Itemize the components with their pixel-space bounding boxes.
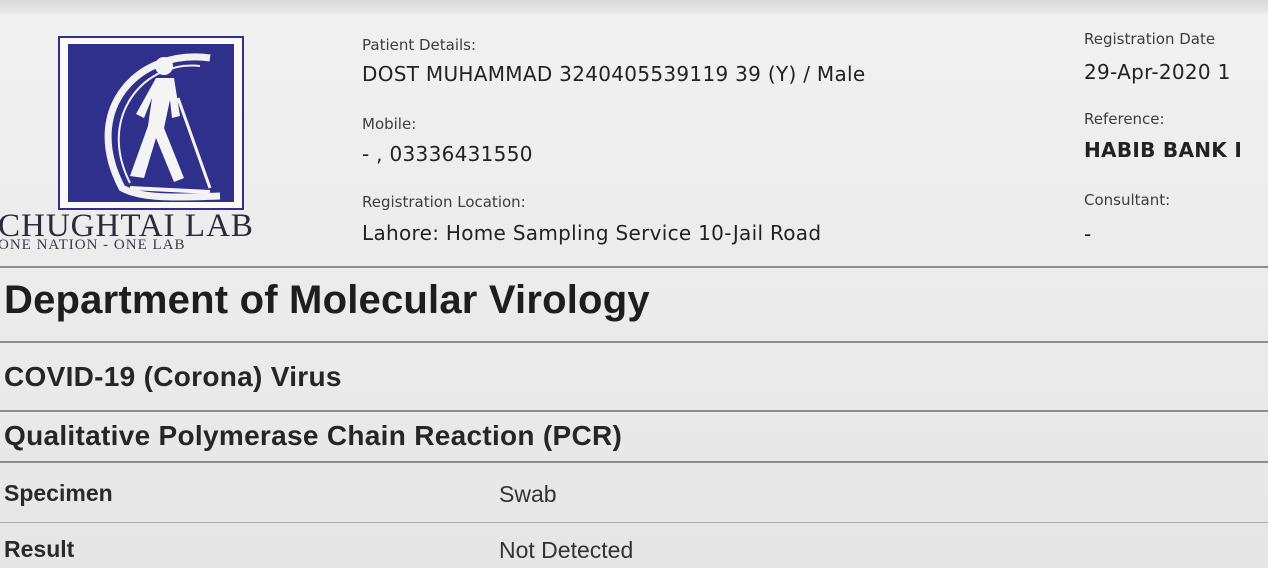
- walking-man-icon: [68, 44, 234, 202]
- registration-location-label: Registration Location:: [362, 193, 526, 211]
- registration-date-label: Registration Date: [1084, 30, 1216, 48]
- registration-date-value: 29-Apr-2020 1: [1084, 60, 1231, 84]
- consultant-value: -: [1084, 222, 1092, 246]
- specimen-divider: [0, 522, 1268, 523]
- result-label: Result: [4, 536, 75, 562]
- reference-label: Reference:: [1084, 110, 1165, 128]
- walking-man-emblem-icon: [58, 36, 244, 210]
- department-divider: [0, 341, 1268, 343]
- test-method: Qualitative Polymerase Chain Reaction (P…: [4, 420, 623, 451]
- patient-details-value: DOST MUHAMMAD 3240405539119 39 (Y) / Mal…: [362, 62, 866, 86]
- reference-value: HABIB BANK I: [1084, 138, 1243, 162]
- lab-tagline: ONE NATION - ONE LAB: [0, 237, 186, 253]
- top-shadow-band: [0, 0, 1268, 14]
- specimen-value: Swab: [499, 481, 557, 507]
- header-divider: [0, 266, 1268, 268]
- method-divider: [0, 461, 1268, 463]
- patient-details-label: Patient Details:: [362, 36, 477, 54]
- lab-name: CHUGHTAI LAB: [0, 208, 254, 244]
- registration-location-value: Lahore: Home Sampling Service 10-Jail Ro…: [362, 221, 822, 245]
- mobile-value: - , 03336431550: [362, 142, 533, 166]
- specimen-label: Specimen: [4, 480, 113, 506]
- lab-logo: CHUGHTAI LAB ONE NATION - ONE LAB: [0, 30, 330, 260]
- test-divider: [0, 410, 1268, 412]
- test-name: COVID-19 (Corona) Virus: [4, 361, 342, 392]
- mobile-label: Mobile:: [362, 115, 417, 133]
- consultant-label: Consultant:: [1084, 191, 1171, 209]
- department-title: Department of Molecular Virology: [4, 278, 650, 322]
- result-value: Not Detected: [499, 537, 634, 563]
